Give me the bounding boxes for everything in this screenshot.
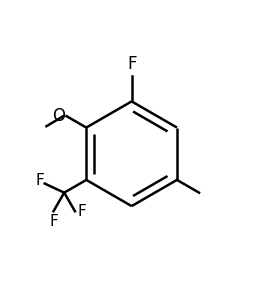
Text: F: F: [49, 214, 58, 229]
Text: F: F: [127, 55, 136, 73]
Text: O: O: [52, 107, 65, 125]
Text: F: F: [36, 173, 45, 188]
Text: F: F: [78, 204, 86, 219]
